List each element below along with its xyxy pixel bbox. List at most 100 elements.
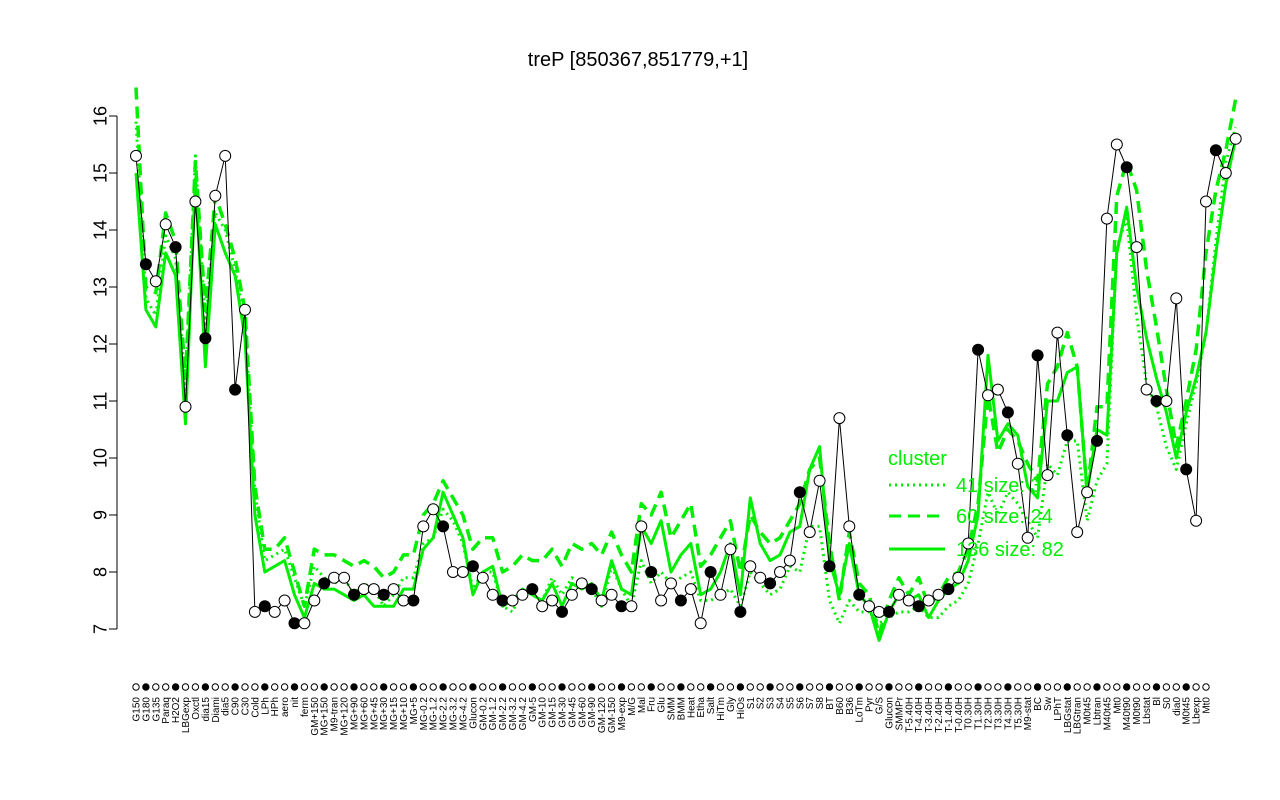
data-point	[130, 149, 142, 162]
data-point	[922, 594, 935, 607]
data-point	[556, 605, 568, 618]
x-tick-label: MG+30	[379, 697, 390, 731]
x-tick-label: GM-30	[558, 697, 569, 728]
x-rug-marker	[756, 683, 764, 691]
x-rug-marker	[429, 683, 437, 691]
x-tick-label: Lbtran	[1093, 697, 1104, 725]
data-point	[139, 258, 152, 271]
data-point	[863, 600, 876, 613]
x-rug-marker	[1113, 683, 1121, 691]
x-tick-label: Mal	[637, 697, 648, 713]
data-point	[486, 588, 499, 601]
observed-line	[135, 138, 1237, 624]
x-tick-label: GM-3.2	[508, 697, 519, 731]
x-rug-marker	[380, 683, 388, 691]
data-point	[714, 588, 727, 601]
x-rug-marker	[290, 683, 299, 691]
x-tick-label: S4	[776, 697, 787, 710]
x-tick-label: Fru	[647, 697, 658, 712]
x-rug-marker	[558, 683, 566, 691]
x-rug-marker	[1152, 683, 1161, 691]
data-point	[1200, 195, 1212, 208]
x-tick-label: GM-2.2	[498, 697, 509, 731]
x-tick-label: B60	[835, 697, 846, 715]
data-point	[813, 474, 826, 487]
data-point	[674, 594, 687, 607]
x-rug-marker	[1103, 683, 1111, 691]
data-point	[248, 605, 261, 618]
data-point	[496, 594, 509, 607]
data-point	[288, 617, 301, 630]
x-tick-label: Paraq	[161, 697, 172, 724]
x-rug-marker	[261, 683, 269, 691]
x-rug-marker	[1162, 683, 1171, 691]
data-point	[377, 588, 390, 601]
x-rug-marker	[944, 683, 953, 691]
data-point	[1170, 292, 1183, 305]
x-tick-label: GM-0.2	[478, 697, 489, 731]
data-point	[962, 537, 975, 550]
data-point	[843, 520, 856, 533]
x-rug-marker	[1043, 683, 1052, 691]
x-tick-label: Lbstat	[1142, 697, 1153, 724]
x-rug-marker	[360, 683, 368, 691]
data-point	[437, 520, 450, 533]
x-tick-label: BC	[1033, 697, 1044, 711]
x-rug-marker	[320, 683, 328, 691]
x-tick-label: SMM	[667, 697, 678, 720]
x-rug-marker	[736, 683, 745, 691]
x-rug-marker	[855, 683, 863, 691]
x-rug-marker	[815, 683, 824, 691]
data-point	[1100, 212, 1113, 225]
x-tick-label: aero	[280, 697, 291, 717]
x-rug-marker	[885, 683, 893, 691]
data-point	[348, 588, 360, 601]
x-rug-marker	[1202, 683, 1210, 691]
x-tick-label: Sw	[1043, 696, 1054, 711]
data-point	[476, 571, 489, 584]
x-rug-marker	[865, 683, 873, 691]
x-tick-label: Etha	[696, 697, 707, 718]
x-tick-label: T-0.40H	[954, 697, 965, 733]
x-tick-label: S2	[756, 697, 767, 710]
x-rug-marker	[1192, 683, 1200, 691]
x-rug-marker	[330, 683, 338, 691]
x-rug-marker	[766, 683, 774, 691]
data-point	[516, 588, 529, 601]
x-rug-marker	[409, 683, 418, 691]
x-rug-marker	[617, 683, 626, 691]
x-tick-label: HPh	[270, 697, 281, 716]
legend: cluster 41 size: 3 60 size: 24 136 size: 8…	[888, 448, 1064, 561]
data-point	[774, 566, 786, 578]
data-point	[357, 583, 370, 596]
data-point	[1150, 395, 1163, 407]
x-tick-label: Diami	[211, 697, 222, 723]
x-tick-label: MG-4.2	[458, 697, 469, 731]
y-tick-label: 13	[90, 277, 110, 297]
x-tick-label: S8	[815, 697, 826, 710]
x-tick-label: Heat	[686, 697, 697, 718]
data-point	[1130, 241, 1143, 254]
data-point	[407, 594, 420, 607]
x-tick-label: LoTm	[855, 697, 866, 723]
data-point	[526, 583, 539, 596]
x-tick-label: T0.30H	[964, 697, 975, 730]
x-tick-label: SMMPr	[894, 696, 905, 730]
x-rug-marker	[1033, 683, 1042, 691]
x-tick-label: G/S	[875, 697, 886, 715]
data-point	[615, 600, 628, 613]
x-rug-marker	[518, 683, 527, 691]
x-rug-marker	[1182, 683, 1190, 691]
x-tick-label: Mt0	[1202, 697, 1213, 714]
x-tick-label: dia5	[221, 697, 232, 716]
x-rug-marker	[1172, 683, 1181, 691]
x-rug-marker	[399, 683, 408, 691]
x-rug-marker	[687, 683, 695, 691]
x-rug-marker	[479, 683, 487, 691]
x-tick-label: G150	[132, 697, 143, 722]
data-point	[982, 389, 994, 402]
x-rug-marker	[786, 683, 794, 691]
x-tick-label: Glu	[657, 697, 668, 713]
x-rug-marker	[597, 683, 606, 691]
